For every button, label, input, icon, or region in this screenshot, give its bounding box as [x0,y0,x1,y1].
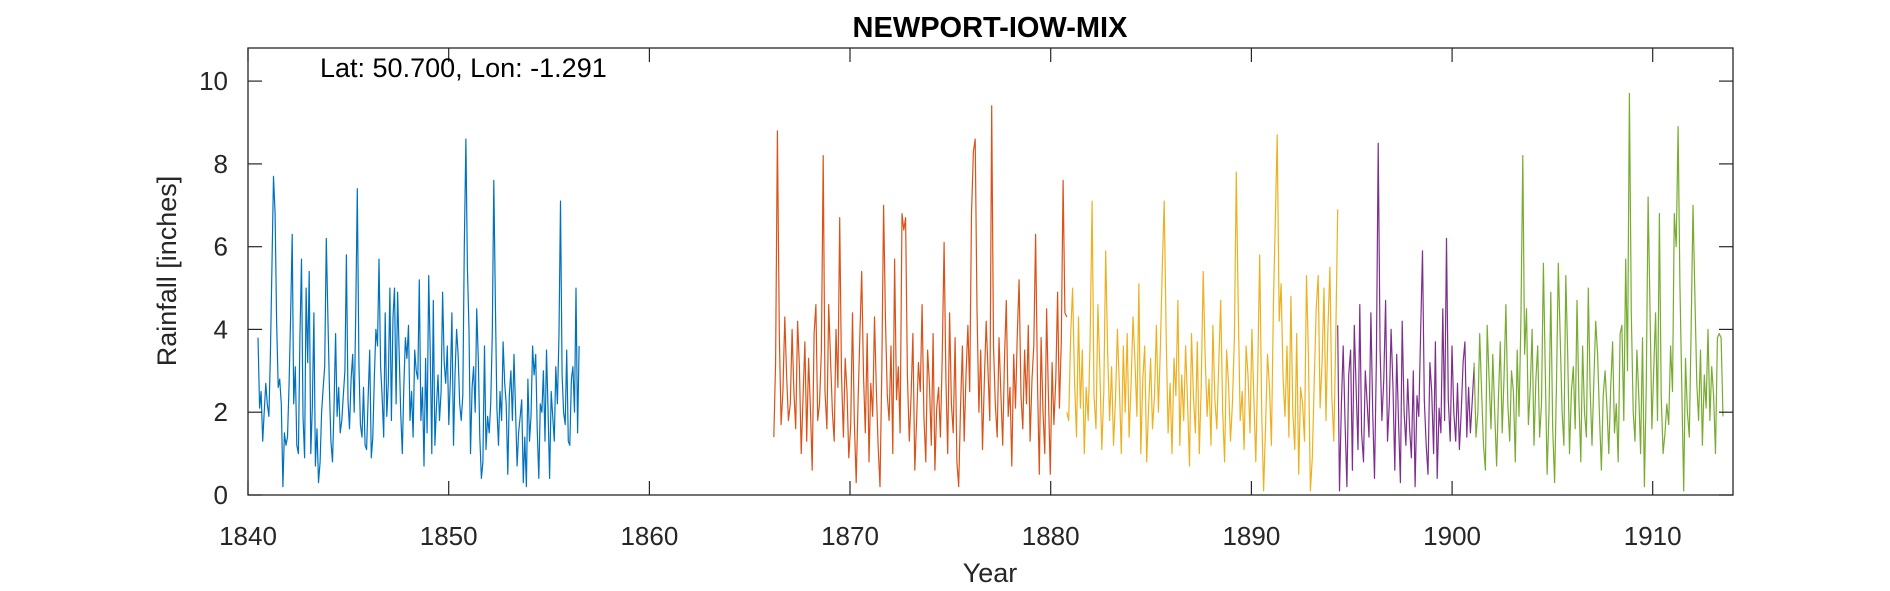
x-tick-label: 1910 [1624,521,1682,551]
x-tick-label: 1900 [1423,521,1481,551]
series-line-1 [257,138,580,488]
series-line-3 [1066,134,1339,492]
series-line-5 [1473,92,1724,492]
x-tick-label: 1880 [1022,521,1080,551]
y-tick-label: 8 [214,149,228,179]
y-tick-marks [248,80,1733,496]
x-axis-label: Year [963,558,1018,588]
x-tick-marks [247,48,1654,495]
x-tick-labels: 1840 1850 1860 1870 1880 1890 1900 1910 [219,521,1682,551]
series-line-2 [773,105,1068,488]
x-tick-label: 1850 [420,521,478,551]
y-tick-label: 0 [214,480,228,510]
plot-box [247,47,1734,496]
x-tick-label: 1860 [620,521,678,551]
y-tick-label: 2 [214,397,228,427]
x-tick-label: 1870 [821,521,879,551]
series-line-4 [1337,142,1475,492]
chart-title: NEWPORT-IOW-MIX [853,12,1129,44]
y-tick-labels: 0 2 4 6 8 10 [199,66,228,510]
y-tick-label: 10 [199,66,228,96]
y-axis-label: Rainfall [inches] [152,176,182,367]
x-tick-label: 1840 [219,521,277,551]
x-tick-label: 1890 [1222,521,1280,551]
y-tick-label: 6 [214,232,228,262]
series-layer [257,92,1724,492]
location-annotation: Lat: 50.700, Lon: -1.291 [320,53,607,83]
y-tick-label: 4 [214,314,228,344]
